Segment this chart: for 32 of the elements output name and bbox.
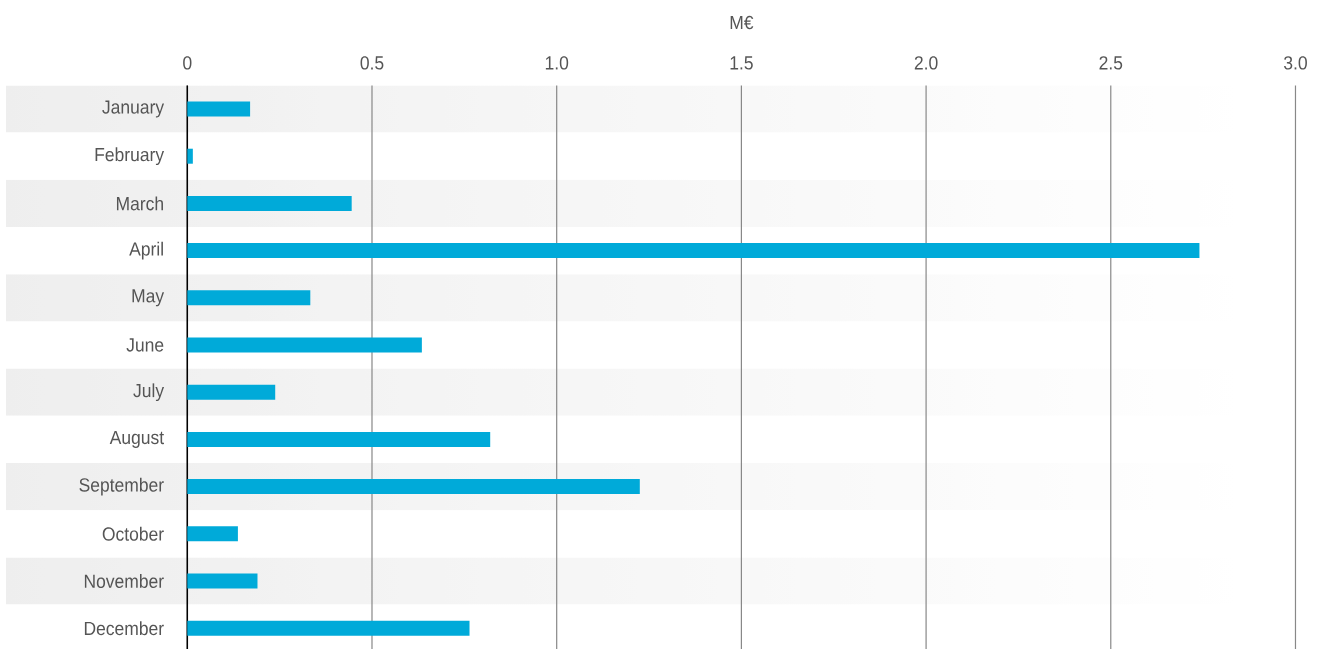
x-tick-label: 1.0 [545, 56, 569, 70]
bar [187, 573, 258, 589]
x-tick-label: 1.5 [730, 56, 753, 70]
y-tick-label: November [84, 574, 164, 588]
bar [187, 195, 352, 211]
bar [187, 384, 276, 400]
bar [187, 243, 1200, 259]
x-tick-label: 0.5 [360, 56, 384, 70]
x-tick-label: 3.0 [1284, 56, 1307, 70]
bar [187, 479, 640, 495]
y-tick-label: August [109, 430, 164, 448]
bar [187, 526, 238, 542]
y-tick-label: September [79, 477, 164, 496]
y-tick-label: June [126, 338, 164, 352]
x-tick-label: 0 [183, 56, 192, 70]
y-tick-label: December [84, 621, 164, 636]
y-tick-label: May [132, 289, 165, 307]
y-tick-label: February [95, 147, 165, 166]
x-axis-title: M€ [730, 15, 754, 30]
bar [187, 148, 193, 164]
bar [187, 101, 251, 117]
bar [187, 620, 470, 636]
y-tick-label: April [129, 241, 163, 260]
y-tick-label: January [102, 100, 165, 118]
x-tick-label: 2.0 [914, 56, 938, 70]
bar [187, 290, 311, 306]
y-tick-label: March [116, 196, 163, 211]
y-tick-label: July [133, 383, 165, 402]
x-tick-label: 2.5 [1099, 56, 1123, 70]
bar [187, 431, 491, 447]
y-tick-label: October [102, 526, 164, 541]
bar [187, 337, 422, 353]
